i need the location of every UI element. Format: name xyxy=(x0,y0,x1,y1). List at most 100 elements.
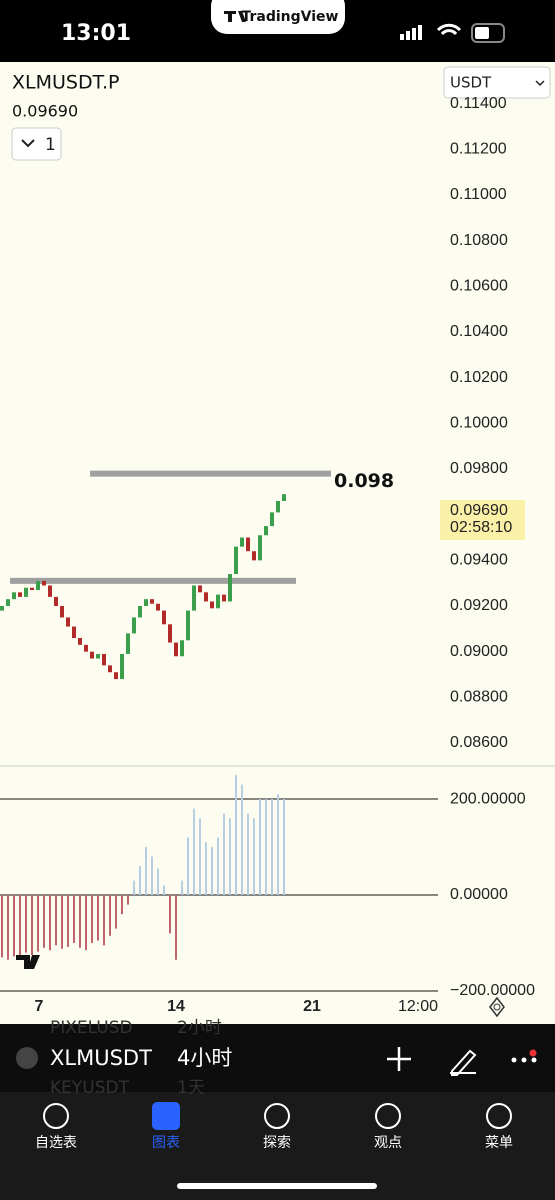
chevron xyxy=(535,80,545,87)
candle xyxy=(198,585,202,593)
candle xyxy=(216,594,220,609)
candle xyxy=(12,592,16,600)
candle xyxy=(204,592,208,602)
tab-label[interactable]: 自选表 xyxy=(35,1135,77,1151)
tab-label[interactable]: 图表 xyxy=(152,1135,180,1151)
candle xyxy=(138,606,142,618)
x-tick-label: 7 xyxy=(35,998,44,1015)
tab-icon xyxy=(264,1103,290,1129)
candle xyxy=(156,603,160,611)
candle xyxy=(180,640,184,657)
histogram-bar xyxy=(103,895,105,946)
histogram-bar xyxy=(211,847,213,895)
clock: 13:01 xyxy=(61,21,131,46)
app-badge xyxy=(211,0,345,34)
tab-label[interactable]: 探索 xyxy=(263,1134,291,1151)
candle xyxy=(42,580,46,586)
histogram-bar xyxy=(229,818,231,895)
histogram-bar xyxy=(133,880,135,895)
y-tick-label: 0.08600 xyxy=(450,734,508,751)
level-label: 0.098 xyxy=(334,470,394,492)
histogram-bar xyxy=(277,794,279,895)
candle xyxy=(24,587,28,597)
candle xyxy=(30,587,34,591)
candle xyxy=(228,574,232,602)
currency: USDT xyxy=(450,74,492,92)
currency-select[interactable] xyxy=(443,66,551,99)
histogram-bar xyxy=(265,799,267,895)
candle xyxy=(66,617,70,627)
interval[interactable]: 4小时 xyxy=(177,1046,232,1070)
histogram-bar xyxy=(31,895,33,955)
tab-label[interactable]: 观点 xyxy=(374,1135,402,1151)
candle xyxy=(120,653,124,680)
signal-icon xyxy=(400,25,422,40)
candle xyxy=(6,599,10,607)
histogram-bar xyxy=(37,895,39,952)
home-indicator xyxy=(177,1183,377,1189)
y-tick-label: 0.10600 xyxy=(450,278,508,295)
histogram-bar xyxy=(91,895,93,943)
y-tick-label: 0.10200 xyxy=(450,369,508,386)
tab-label[interactable]: 菜单 xyxy=(485,1135,513,1151)
y-tick-label: 0.00000 xyxy=(450,886,508,903)
settings-icon-dot xyxy=(493,1003,501,1011)
price-badge-price: 0.09690 xyxy=(450,502,508,519)
y-tick-label: 200.00000 xyxy=(450,790,526,807)
candle xyxy=(162,610,166,625)
histogram-bar xyxy=(67,895,69,947)
histogram-bar xyxy=(169,895,171,934)
price-badge-countdown: 02:58:10 xyxy=(450,519,512,536)
x-tick-label: 21 xyxy=(303,998,321,1015)
histogram-bar xyxy=(205,842,207,895)
draw-button[interactable] xyxy=(450,1049,477,1076)
candle xyxy=(54,596,58,607)
candle xyxy=(126,633,130,654)
histogram-bar xyxy=(187,837,189,895)
settings-icon[interactable] xyxy=(489,996,505,1018)
y-tick-label: 0.09000 xyxy=(450,643,508,660)
notification-dot xyxy=(529,1049,537,1057)
symbol-title: XLMUSDT.P xyxy=(12,72,119,94)
more-button[interactable] xyxy=(511,1057,537,1063)
histogram-bar xyxy=(271,799,273,895)
wifi-icon xyxy=(436,23,462,36)
candle xyxy=(60,606,64,618)
candle xyxy=(168,624,172,643)
y-tick-label: 0.09400 xyxy=(450,552,508,569)
candle xyxy=(78,637,82,645)
candle xyxy=(18,592,22,597)
histogram-bar xyxy=(127,895,129,905)
histogram-bar xyxy=(163,885,165,895)
histogram-bar xyxy=(7,895,9,960)
tab-bar xyxy=(0,1092,555,1200)
add-button[interactable] xyxy=(387,1047,411,1071)
histogram-bar xyxy=(181,880,183,895)
histogram-bar xyxy=(49,895,51,951)
histogram-bar xyxy=(217,837,219,895)
histogram-bar xyxy=(1,895,3,958)
symbol[interactable]: XLMUSDT xyxy=(50,1046,152,1070)
candle xyxy=(210,601,214,609)
y-tick-label: 0.10000 xyxy=(450,415,508,432)
histogram-bar xyxy=(235,775,237,895)
histogram-bar xyxy=(151,856,153,895)
y-tick-label: −200.00000 xyxy=(450,982,535,999)
ghost-text: PIXELUSD xyxy=(50,1018,133,1038)
interval-button[interactable] xyxy=(11,127,62,161)
y-tick-label: 0.09800 xyxy=(450,460,508,477)
histogram-bar xyxy=(175,895,177,960)
y-tick-label: 0.08800 xyxy=(450,689,508,706)
histogram-bar xyxy=(145,847,147,895)
candle xyxy=(174,642,178,657)
histogram-bar xyxy=(97,895,99,941)
candle xyxy=(264,526,268,536)
candle xyxy=(240,537,244,547)
candle xyxy=(282,494,286,501)
candle xyxy=(144,599,148,607)
ghost-text: 1天 xyxy=(177,1078,205,1098)
app-badge-text: TradingView xyxy=(242,9,339,25)
histogram-bar xyxy=(73,895,75,943)
candle xyxy=(186,610,190,641)
